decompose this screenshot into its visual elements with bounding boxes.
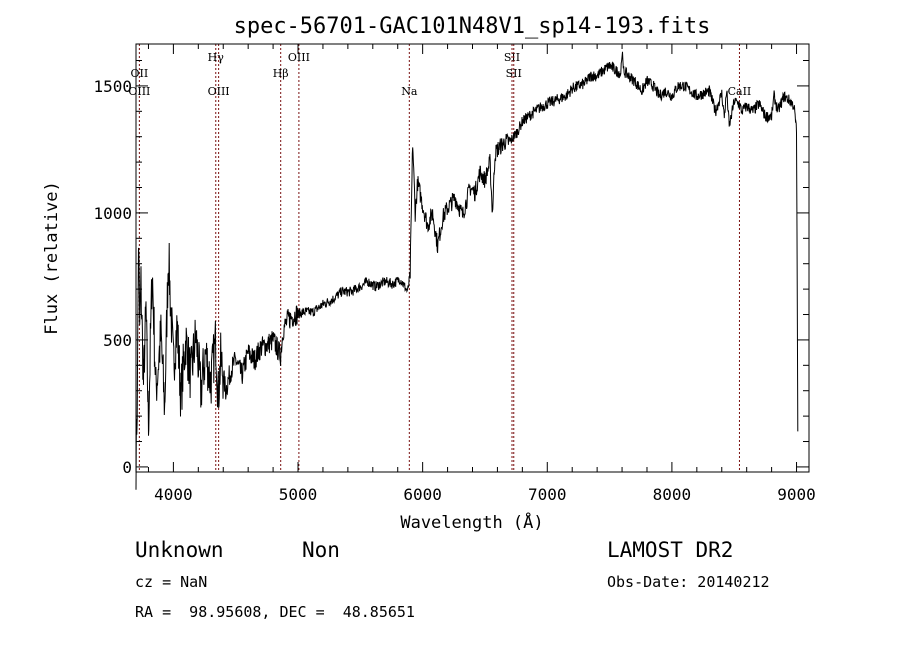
coordinates-readout: RA = 98.95608, DEC = 48.85651 (135, 603, 415, 621)
line-marker-label: OII (131, 67, 149, 80)
observation-date: Obs-Date: 20140212 (607, 573, 770, 591)
line-marker-label: Hγ (208, 51, 225, 64)
line-marker-label: Na (401, 85, 418, 98)
plot-frame (135, 43, 810, 473)
y-tick-label: 1000 (93, 204, 132, 223)
y-tick-label: 0 (122, 458, 132, 477)
y-axis-ticks: 0 500 1000 1500 (93, 60, 809, 477)
x-tick-label: 4000 (154, 485, 193, 504)
x-tick-label: 7000 (528, 485, 567, 504)
line-marker-label: Hβ (273, 67, 289, 80)
chart-title: spec-56701-GAC101N48V1_sp14-193.fits (234, 14, 711, 39)
x-tick-label: 6000 (403, 485, 442, 504)
x-axis-ticks: 4000 5000 6000 7000 8000 9000 (147, 44, 816, 504)
y-tick-label: 500 (103, 331, 132, 350)
x-tick-label: 8000 (653, 485, 692, 504)
line-marker-label: OIII (128, 85, 150, 98)
spectrum-line (135, 51, 799, 490)
x-tick-label: 5000 (279, 485, 318, 504)
x-axis-label: Wavelength (Å) (400, 511, 543, 533)
emission-line-markers: OII OIII Hγ OIII Hβ OIII Na SII SII CaII (128, 44, 751, 472)
line-marker-label: CaII (728, 85, 752, 98)
y-axis-label: Flux (relative) (42, 181, 62, 335)
y-tick-label: 1500 (93, 77, 132, 96)
object-class: Unknown (135, 538, 224, 562)
spectrum-series (135, 51, 799, 490)
line-marker-label: SII (506, 67, 522, 80)
redshift-readout: cz = NaN (135, 573, 208, 591)
x-tick-label: 9000 (777, 485, 816, 504)
line-marker-label: OIII (288, 51, 310, 64)
survey-name: LAMOST DR2 (607, 538, 734, 562)
line-marker-label: OIII (208, 85, 230, 98)
line-marker-label: SII (504, 51, 520, 64)
object-subclass: Non (302, 538, 340, 562)
